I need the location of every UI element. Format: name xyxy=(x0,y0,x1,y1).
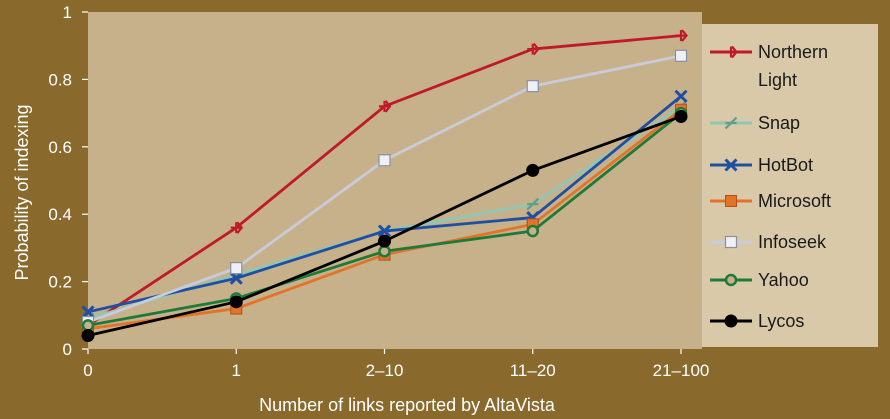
legend-item-microsoft: Microsoft xyxy=(710,191,831,211)
y-axis-title: Probability of indexing xyxy=(12,104,32,280)
legend-item-northern-light: Northern Light xyxy=(710,42,828,90)
x-tick-label: 0 xyxy=(83,361,92,380)
legend-swatch-marker xyxy=(725,195,737,207)
x-axis: 0 1 2–10 11–20 21–100 xyxy=(83,349,709,380)
legend-label: Infoseek xyxy=(758,232,827,252)
y-tick-label: 0.8 xyxy=(48,70,72,89)
data-point-northern-light xyxy=(230,221,244,234)
y-tick-label: 0.2 xyxy=(48,273,72,292)
legend-box xyxy=(702,24,878,347)
data-point-infoseek xyxy=(378,154,391,167)
data-point-hotbot xyxy=(674,89,688,103)
data-point-yahoo xyxy=(378,245,391,258)
data-point-northern-light xyxy=(527,42,540,56)
x-tick-label: 11–20 xyxy=(510,361,556,380)
series-layer xyxy=(81,29,688,343)
data-point-infoseek xyxy=(526,80,539,93)
legend-swatch-marker xyxy=(724,235,738,249)
legend-swatch-marker xyxy=(724,314,738,328)
data-point-northern-light xyxy=(675,29,688,42)
data-point-hotbot xyxy=(229,271,243,285)
data-point-lycos xyxy=(674,109,688,123)
legend-item-infoseek: Infoseek xyxy=(710,232,827,252)
legend-swatch-marker xyxy=(724,158,738,172)
series-lycos xyxy=(81,109,688,343)
data-point-infoseek xyxy=(674,49,688,62)
data-point-yahoo xyxy=(526,224,539,238)
data-point-infoseek xyxy=(230,262,243,275)
data-point-hotbot xyxy=(81,305,95,319)
data-point-yahoo xyxy=(81,319,95,332)
y-tick-label: 0.6 xyxy=(48,138,72,157)
legend-label: Lycos xyxy=(758,311,804,331)
legend: Northern Light Snap HotBot Microsoft Infoseek… xyxy=(710,42,831,331)
y-tick-label: 0 xyxy=(63,340,72,359)
y-tick-label: 0.4 xyxy=(48,205,72,224)
legend-label: Snap xyxy=(758,113,800,133)
legend-item-lycos: Lycos xyxy=(710,311,804,331)
plot-area xyxy=(88,12,702,349)
legend-swatch-marker xyxy=(725,45,738,59)
data-point-snap xyxy=(526,197,540,211)
data-point-hotbot xyxy=(377,224,392,238)
legend-swatch-marker xyxy=(724,116,738,130)
data-point-lycos xyxy=(526,163,540,177)
data-point-lycos xyxy=(229,295,243,309)
legend-item-snap: Snap xyxy=(710,113,800,133)
legend-item-yahoo: Yahoo xyxy=(710,270,809,290)
y-axis: 0 0.2 0.4 0.6 0.8 1 xyxy=(48,3,88,359)
x-tick-label: 1 xyxy=(232,361,241,380)
x-axis-title: Number of links reported by AltaVista xyxy=(259,395,556,415)
legend-swatch-marker xyxy=(724,273,738,287)
y-tick-label: 1 xyxy=(63,3,72,22)
data-point-northern-light xyxy=(379,100,392,113)
legend-label: Yahoo xyxy=(758,270,809,290)
legend-label: Microsoft xyxy=(758,191,831,211)
data-point-lycos xyxy=(81,329,95,343)
x-tick-label: 21–100 xyxy=(653,361,710,380)
legend-label: HotBot xyxy=(758,155,813,175)
x-tick-label: 2–10 xyxy=(366,361,404,380)
data-point-lycos xyxy=(378,234,391,248)
legend-label: Northern Light xyxy=(758,42,828,90)
legend-item-hotbot: HotBot xyxy=(710,155,813,175)
